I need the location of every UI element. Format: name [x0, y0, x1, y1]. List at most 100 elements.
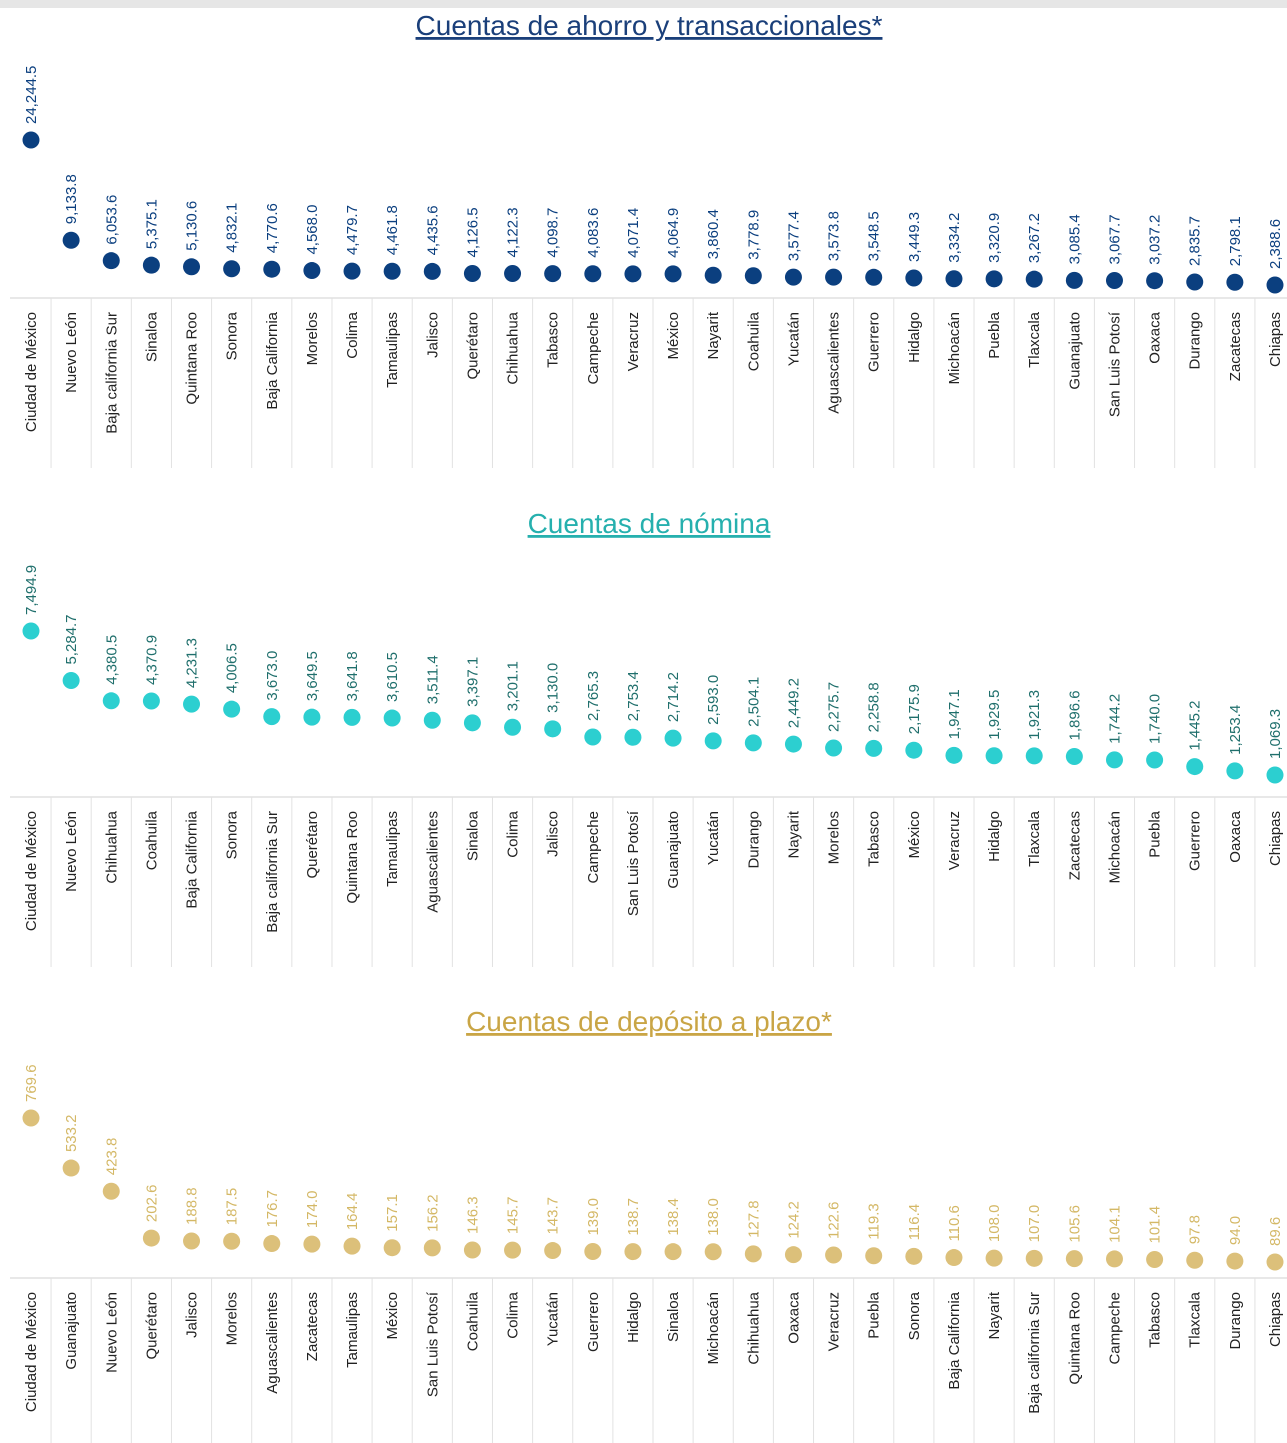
value-label: 3,397.1	[464, 657, 481, 707]
value-label: 4,770.6	[264, 203, 281, 253]
dot	[343, 708, 361, 726]
dot	[584, 1243, 602, 1261]
x-tick-label: Campeche	[1106, 1292, 1123, 1365]
dot	[343, 1237, 361, 1255]
x-tick-label: Aguascalientes	[826, 312, 843, 414]
x-tick-label: Oaxaca	[785, 1291, 802, 1343]
x-tick-label: Jalisco	[545, 811, 562, 857]
dot	[223, 700, 241, 718]
value-label: 2,388.6	[1267, 219, 1284, 269]
dot	[263, 708, 281, 726]
dot	[223, 1232, 241, 1250]
dot	[1105, 1250, 1123, 1268]
x-tick-label: México	[906, 811, 923, 859]
dot	[504, 264, 522, 282]
dot	[142, 1229, 160, 1247]
x-tick-label: Chihuahua	[505, 311, 522, 384]
dot	[303, 1235, 321, 1253]
x-tick-label: México	[665, 312, 682, 360]
value-label: 4,461.8	[384, 205, 401, 255]
x-tick-label: Morelos	[224, 1292, 241, 1345]
x-tick-label: Baja California	[184, 810, 201, 908]
x-tick-label: Campeche	[585, 811, 602, 884]
dot	[664, 265, 682, 283]
dot	[664, 1243, 682, 1261]
x-tick-label: Oaxaca	[1147, 311, 1164, 363]
value-label: 105.6	[1066, 1205, 1083, 1243]
dot	[183, 1232, 201, 1250]
dot	[865, 1247, 883, 1265]
dot	[865, 739, 883, 757]
x-tick-label: México	[384, 1292, 401, 1340]
value-label: 7,494.9	[23, 565, 40, 615]
value-label: 2,275.7	[826, 682, 843, 732]
value-label: 3,037.2	[1147, 215, 1164, 265]
dot	[624, 1243, 642, 1261]
x-tick-label: Michoacán	[946, 312, 963, 385]
dot	[1226, 273, 1244, 291]
x-tick-label: San Luis Potosí	[625, 810, 642, 916]
x-tick-label: Tabasco	[1147, 1292, 1164, 1348]
x-tick-label: Chiapas	[1267, 811, 1284, 866]
x-tick-label: Quintana Roo	[184, 312, 201, 405]
dot	[544, 1242, 562, 1260]
x-tick-label: Querétaro	[464, 312, 481, 380]
dot	[985, 270, 1003, 288]
dot	[1186, 1251, 1204, 1269]
x-tick-label: Coahuila	[745, 311, 762, 371]
value-label: 4,370.9	[143, 635, 160, 685]
x-tick-label: Aguascalientes	[264, 1292, 281, 1394]
dot	[584, 728, 602, 746]
value-label: 3,085.4	[1066, 214, 1083, 264]
value-label: 2,753.4	[625, 671, 642, 721]
x-tick-label: Morelos	[826, 811, 843, 864]
dot	[704, 266, 722, 284]
value-label: 176.7	[264, 1190, 281, 1228]
x-tick-label: Colima	[505, 1291, 522, 1338]
value-label: 4,380.5	[103, 635, 120, 685]
x-tick-label: Sonora	[906, 1291, 923, 1340]
dot	[704, 732, 722, 750]
x-tick-label: Chiapas	[1267, 1292, 1284, 1347]
value-label: 145.7	[505, 1197, 522, 1235]
x-tick-label: Ciudad de México	[23, 1292, 40, 1412]
value-label: 4,479.7	[344, 205, 361, 255]
x-tick-label: Puebla	[866, 1291, 883, 1338]
value-label: 3,548.5	[866, 211, 883, 261]
x-tick-label: Veracruz	[625, 312, 642, 371]
x-tick-label: Tamaulipas	[344, 1292, 361, 1368]
dot	[303, 708, 321, 726]
dot	[985, 747, 1003, 765]
x-tick-label: Ciudad de México	[23, 312, 40, 432]
dot	[1266, 1253, 1284, 1271]
dot	[62, 672, 80, 690]
dot	[905, 741, 923, 759]
value-label: 1,921.3	[1026, 690, 1043, 740]
value-label: 187.5	[224, 1188, 241, 1226]
dot	[423, 711, 441, 729]
x-tick-label: Querétaro	[304, 811, 321, 879]
x-tick-label: Sonora	[224, 311, 241, 360]
x-tick-label: Chiapas	[1267, 312, 1284, 367]
value-label: 3,201.1	[505, 661, 522, 711]
value-label: 2,593.0	[705, 675, 722, 725]
dot	[825, 1246, 843, 1264]
dot	[664, 729, 682, 747]
value-label: 4,832.1	[224, 203, 241, 253]
dot	[463, 264, 481, 282]
value-label: 2,798.1	[1227, 216, 1244, 266]
dot	[825, 268, 843, 286]
x-tick-label: Oaxaca	[1227, 810, 1244, 862]
value-label: 97.8	[1187, 1215, 1204, 1244]
dot	[1105, 271, 1123, 289]
dot	[423, 262, 441, 280]
dot	[624, 265, 642, 283]
dot	[784, 735, 802, 753]
x-tick-label: Veracruz	[946, 811, 963, 870]
value-label: 3,320.9	[986, 213, 1003, 263]
value-label: 107.0	[1026, 1205, 1043, 1243]
dot	[1025, 270, 1043, 288]
value-label: 5,130.6	[184, 201, 201, 251]
value-label: 3,267.2	[1026, 213, 1043, 263]
value-label: 2,175.9	[906, 684, 923, 734]
